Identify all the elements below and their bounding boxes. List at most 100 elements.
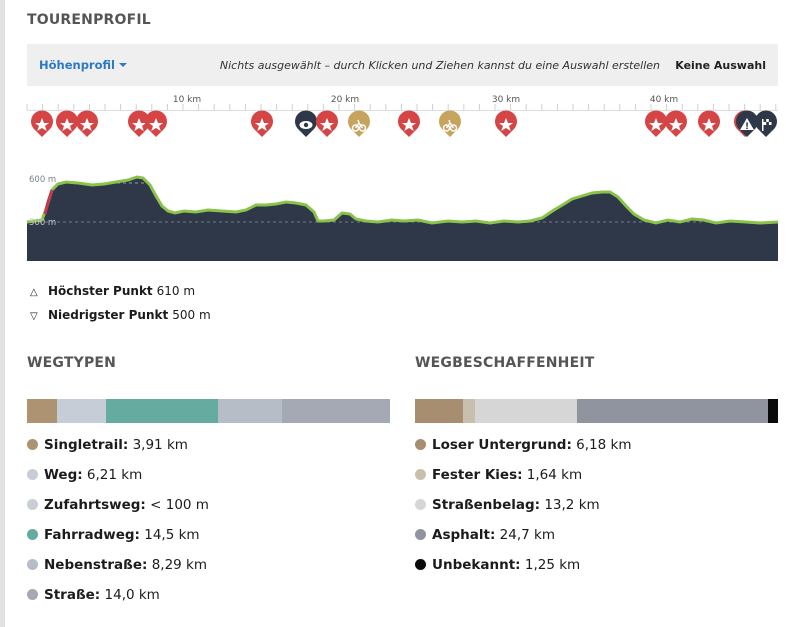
steep-segment bbox=[43, 189, 54, 215]
color-dot-icon bbox=[27, 499, 38, 510]
color-dot-icon bbox=[415, 559, 426, 570]
wegbeschaffenheit-bar-segment[interactable] bbox=[475, 399, 578, 423]
wegtypen-legend-item[interactable]: Nebenstraße: 8,29 km bbox=[27, 557, 207, 573]
wegbeschaffenheit-bar-segment[interactable] bbox=[462, 399, 476, 423]
lowest-point-label: Niedrigster Punkt bbox=[48, 308, 169, 322]
wegbeschaffenheit-legend-value: 13,2 km bbox=[540, 497, 600, 513]
highlight-star-icon[interactable] bbox=[56, 110, 78, 137]
highlight-star-icon[interactable] bbox=[665, 110, 687, 137]
wegtypen-legend-item[interactable]: Weg: 6,21 km bbox=[27, 467, 142, 483]
wegtypen-legend-value: < 100 m bbox=[145, 497, 209, 513]
viewpoint-eye-icon[interactable] bbox=[295, 110, 317, 137]
wegbeschaffenheit-legend-item[interactable]: Asphalt: 24,7 km bbox=[415, 527, 555, 543]
color-dot-icon bbox=[415, 439, 426, 450]
section-title-tourenprofil: TOURENPROFIL bbox=[27, 12, 151, 28]
lowest-point-value: 500 m bbox=[172, 308, 211, 322]
section-title-wegtypen: WEGTYPEN bbox=[27, 355, 117, 371]
section-title-wegbeschaffenheit: WEGBESCHAFFENHEIT bbox=[415, 355, 595, 371]
elevation-label-500: 500 m bbox=[29, 218, 56, 228]
wegtypen-legend-value: 14,5 km bbox=[139, 527, 200, 543]
highest-point-value: 610 m bbox=[156, 284, 196, 298]
lowest-point-row: ▽ Niedrigster Punkt 500 m bbox=[30, 308, 211, 322]
wegtypen-bar-segment[interactable] bbox=[57, 399, 106, 423]
highest-point-label: Höchster Punkt bbox=[48, 284, 153, 298]
wegtypen-bar-segment[interactable] bbox=[27, 399, 58, 423]
wegtypen-bar-segment[interactable] bbox=[281, 399, 390, 423]
no-selection-button[interactable]: Keine Auswahl bbox=[675, 59, 766, 72]
bike-shop-icon[interactable] bbox=[438, 109, 462, 138]
wegtypen-legend-item[interactable]: Singletrail: 3,91 km bbox=[27, 437, 188, 453]
color-dot-icon bbox=[415, 499, 426, 510]
wegtypen-legend-label: Straße: bbox=[44, 587, 101, 603]
elevation-line bbox=[26, 175, 779, 225]
elevation-area bbox=[27, 177, 778, 261]
wegbeschaffenheit-legend-label: Loser Untergrund: bbox=[432, 437, 572, 453]
highlight-star-icon[interactable] bbox=[645, 110, 667, 137]
wegbeschaffenheit-legend-value: 1,64 km bbox=[522, 467, 583, 483]
highlight-star-icon[interactable] bbox=[251, 110, 273, 137]
profile-toolbar: Höhenprofil Nichts ausgewählt – durch Kl… bbox=[27, 44, 778, 86]
finish-flag-icon[interactable] bbox=[755, 110, 777, 137]
highlight-star-icon[interactable] bbox=[145, 110, 167, 137]
wegtypen-legend-label: Zufahrtsweg: bbox=[44, 497, 146, 513]
distance-tick-label: 10 km bbox=[173, 95, 201, 105]
wegtypen-legend-label: Nebenstraße: bbox=[44, 557, 148, 573]
color-dot-icon bbox=[27, 469, 38, 480]
caret-down-icon bbox=[118, 63, 127, 67]
wegbeschaffenheit-bar-segment[interactable] bbox=[415, 399, 463, 423]
color-dot-icon bbox=[27, 529, 38, 540]
wegbeschaffenheit-legend-value: 24,7 km bbox=[495, 527, 555, 543]
wegtypen-bar bbox=[27, 399, 390, 423]
highlight-star-icon[interactable] bbox=[495, 110, 517, 137]
elevation-label-600: 600 m bbox=[29, 175, 56, 185]
wegbeschaffenheit-legend-item[interactable]: Straßenbelag: 13,2 km bbox=[415, 497, 600, 513]
wegbeschaffenheit-legend-item[interactable]: Fester Kies: 1,64 km bbox=[415, 467, 582, 483]
wegtypen-legend-value: 14,0 km bbox=[100, 587, 160, 603]
wegtypen-bar-segment[interactable] bbox=[105, 399, 218, 423]
wegtypen-legend-item[interactable]: Fahrradweg: 14,5 km bbox=[27, 527, 200, 543]
highest-point-row: △ Höchster Punkt 610 m bbox=[30, 284, 195, 298]
wegbeschaffenheit-legend-value: 6,18 km bbox=[571, 437, 632, 453]
wegtypen-bar-segment[interactable] bbox=[105, 399, 106, 423]
wegtypen-bar-segment[interactable] bbox=[217, 399, 282, 423]
color-dot-icon bbox=[415, 529, 426, 540]
color-dot-icon bbox=[27, 589, 38, 600]
wegbeschaffenheit-legend-label: Unbekannt: bbox=[432, 557, 521, 573]
wegbeschaffenheit-legend-item[interactable]: Loser Untergrund: 6,18 km bbox=[415, 437, 632, 453]
wegtypen-legend-value: 3,91 km bbox=[128, 437, 188, 453]
highlight-star-icon[interactable] bbox=[698, 110, 720, 137]
wegbeschaffenheit-bar bbox=[415, 399, 778, 423]
left-border bbox=[0, 0, 5, 627]
wegtypen-legend-label: Fahrradweg: bbox=[44, 527, 140, 543]
color-dot-icon bbox=[27, 559, 38, 570]
bike-shop-icon[interactable] bbox=[347, 109, 371, 138]
triangle-up-icon: △ bbox=[30, 287, 38, 298]
highlight-star-icon[interactable] bbox=[316, 110, 338, 137]
color-dot-icon bbox=[415, 469, 426, 480]
profile-type-dropdown[interactable]: Höhenprofil bbox=[39, 58, 127, 72]
wegbeschaffenheit-legend-label: Straßenbelag: bbox=[432, 497, 541, 513]
highlight-star-icon[interactable] bbox=[31, 110, 53, 137]
wegtypen-legend-label: Singletrail: bbox=[44, 437, 129, 453]
wegbeschaffenheit-bar-segment[interactable] bbox=[768, 399, 778, 423]
wegtypen-legend-item[interactable]: Zufahrtsweg: < 100 m bbox=[27, 497, 209, 513]
highlight-star-icon[interactable] bbox=[398, 110, 420, 137]
distance-tick-label: 20 km bbox=[331, 95, 359, 105]
wegtypen-legend-value: 8,29 km bbox=[147, 557, 208, 573]
wegbeschaffenheit-bar-segment[interactable] bbox=[577, 399, 769, 423]
distance-tick-label: 40 km bbox=[650, 95, 678, 105]
highlight-star-icon[interactable] bbox=[76, 110, 98, 137]
selection-hint: Nichts ausgewählt – durch Klicken und Zi… bbox=[219, 59, 660, 72]
wegbeschaffenheit-legend-item[interactable]: Unbekannt: 1,25 km bbox=[415, 557, 580, 573]
warning-sign-icon[interactable] bbox=[736, 110, 758, 137]
triangle-down-icon: ▽ bbox=[30, 311, 38, 322]
distance-tick-label: 30 km bbox=[492, 95, 520, 105]
dropdown-label: Höhenprofil bbox=[39, 58, 115, 72]
wegbeschaffenheit-legend-label: Fester Kies: bbox=[432, 467, 523, 483]
color-dot-icon bbox=[27, 439, 38, 450]
wegtypen-legend-value: 6,21 km bbox=[82, 467, 143, 483]
wegbeschaffenheit-legend-label: Asphalt: bbox=[432, 527, 496, 543]
wegtypen-legend-item[interactable]: Straße: 14,0 km bbox=[27, 587, 160, 603]
wegtypen-legend-label: Weg: bbox=[44, 467, 83, 483]
